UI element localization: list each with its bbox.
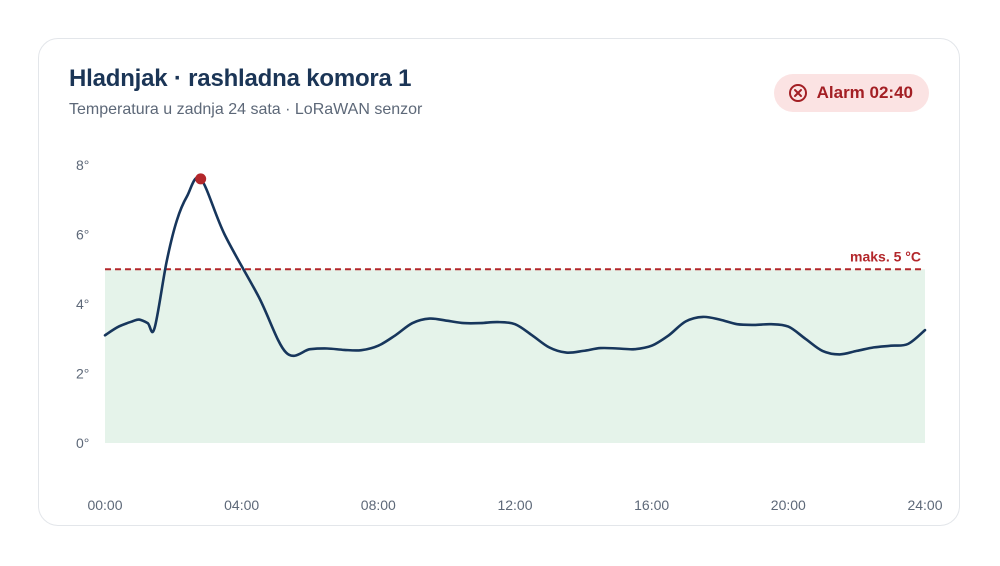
y-tick-label: 4° (76, 296, 89, 312)
y-tick-label: 0° (76, 435, 89, 451)
alarm-x-circle-icon (788, 83, 808, 103)
alarm-badge-label: Alarm 02:40 (816, 83, 913, 102)
safe-zone-area (105, 269, 925, 443)
y-tick-label: 8° (76, 157, 89, 173)
x-tick-label: 00:00 (87, 497, 122, 513)
y-tick-label: 2° (76, 366, 89, 382)
y-tick-label: 6° (76, 227, 89, 243)
x-tick-label: 16:00 (634, 497, 669, 513)
x-tick-label: 20:00 (771, 497, 806, 513)
x-tick-label: 24:00 (907, 497, 942, 513)
alarm-badge[interactable]: Alarm 02:40 (773, 74, 929, 112)
x-tick-label: 12:00 (497, 497, 532, 513)
alarm-point-marker[interactable] (195, 173, 207, 185)
card-subtitle: Temperatura u zadnja 24 sata · LoRaWAN s… (69, 101, 423, 118)
card-title: Hladnjak · rashladna komora 1 (69, 65, 412, 92)
x-tick-label: 04:00 (224, 497, 259, 513)
temperature-series-line (103, 176, 927, 358)
x-tick-label: 08:00 (361, 497, 396, 513)
limit-label: maks. 5 °C (850, 248, 921, 264)
